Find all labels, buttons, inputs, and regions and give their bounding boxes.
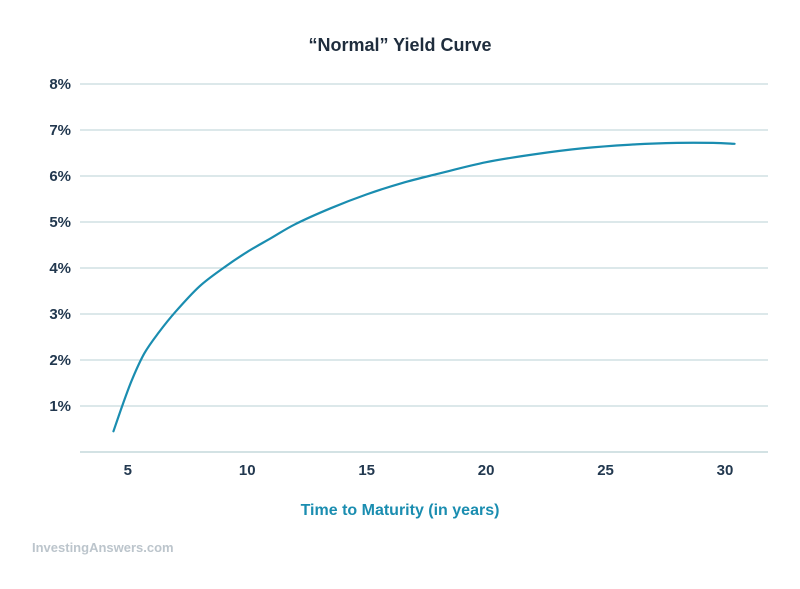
chart-title: “Normal” Yield Curve [308,35,491,55]
y-tick-label: 7% [49,122,71,139]
y-tick-label: 8% [49,76,71,93]
y-tick-label: 4% [49,260,71,277]
yield-curve-line [112,141,736,433]
x-tick-label: 30 [717,462,734,479]
y-tick-label: 1% [49,398,71,415]
x-tick-label: 5 [124,462,132,479]
y-tick-label: 5% [49,214,71,231]
y-tick-label: 3% [49,306,71,323]
y-tick-labels: 1% 2% 3% 4% 5% 6% 7% 8% [49,76,71,415]
x-tick-label: 25 [597,462,614,479]
watermark-text: InvestingAnswers.com [32,540,174,555]
x-tick-labels: 5 10 15 20 25 30 [124,462,734,479]
x-tick-label: 15 [358,462,375,479]
x-tick-label: 20 [478,462,495,479]
x-tick-label: 10 [239,462,256,479]
x-axis-label: Time to Maturity (in years) [301,502,500,519]
gridlines [80,83,768,407]
y-tick-label: 6% [49,168,71,185]
y-tick-label: 2% [49,352,71,369]
